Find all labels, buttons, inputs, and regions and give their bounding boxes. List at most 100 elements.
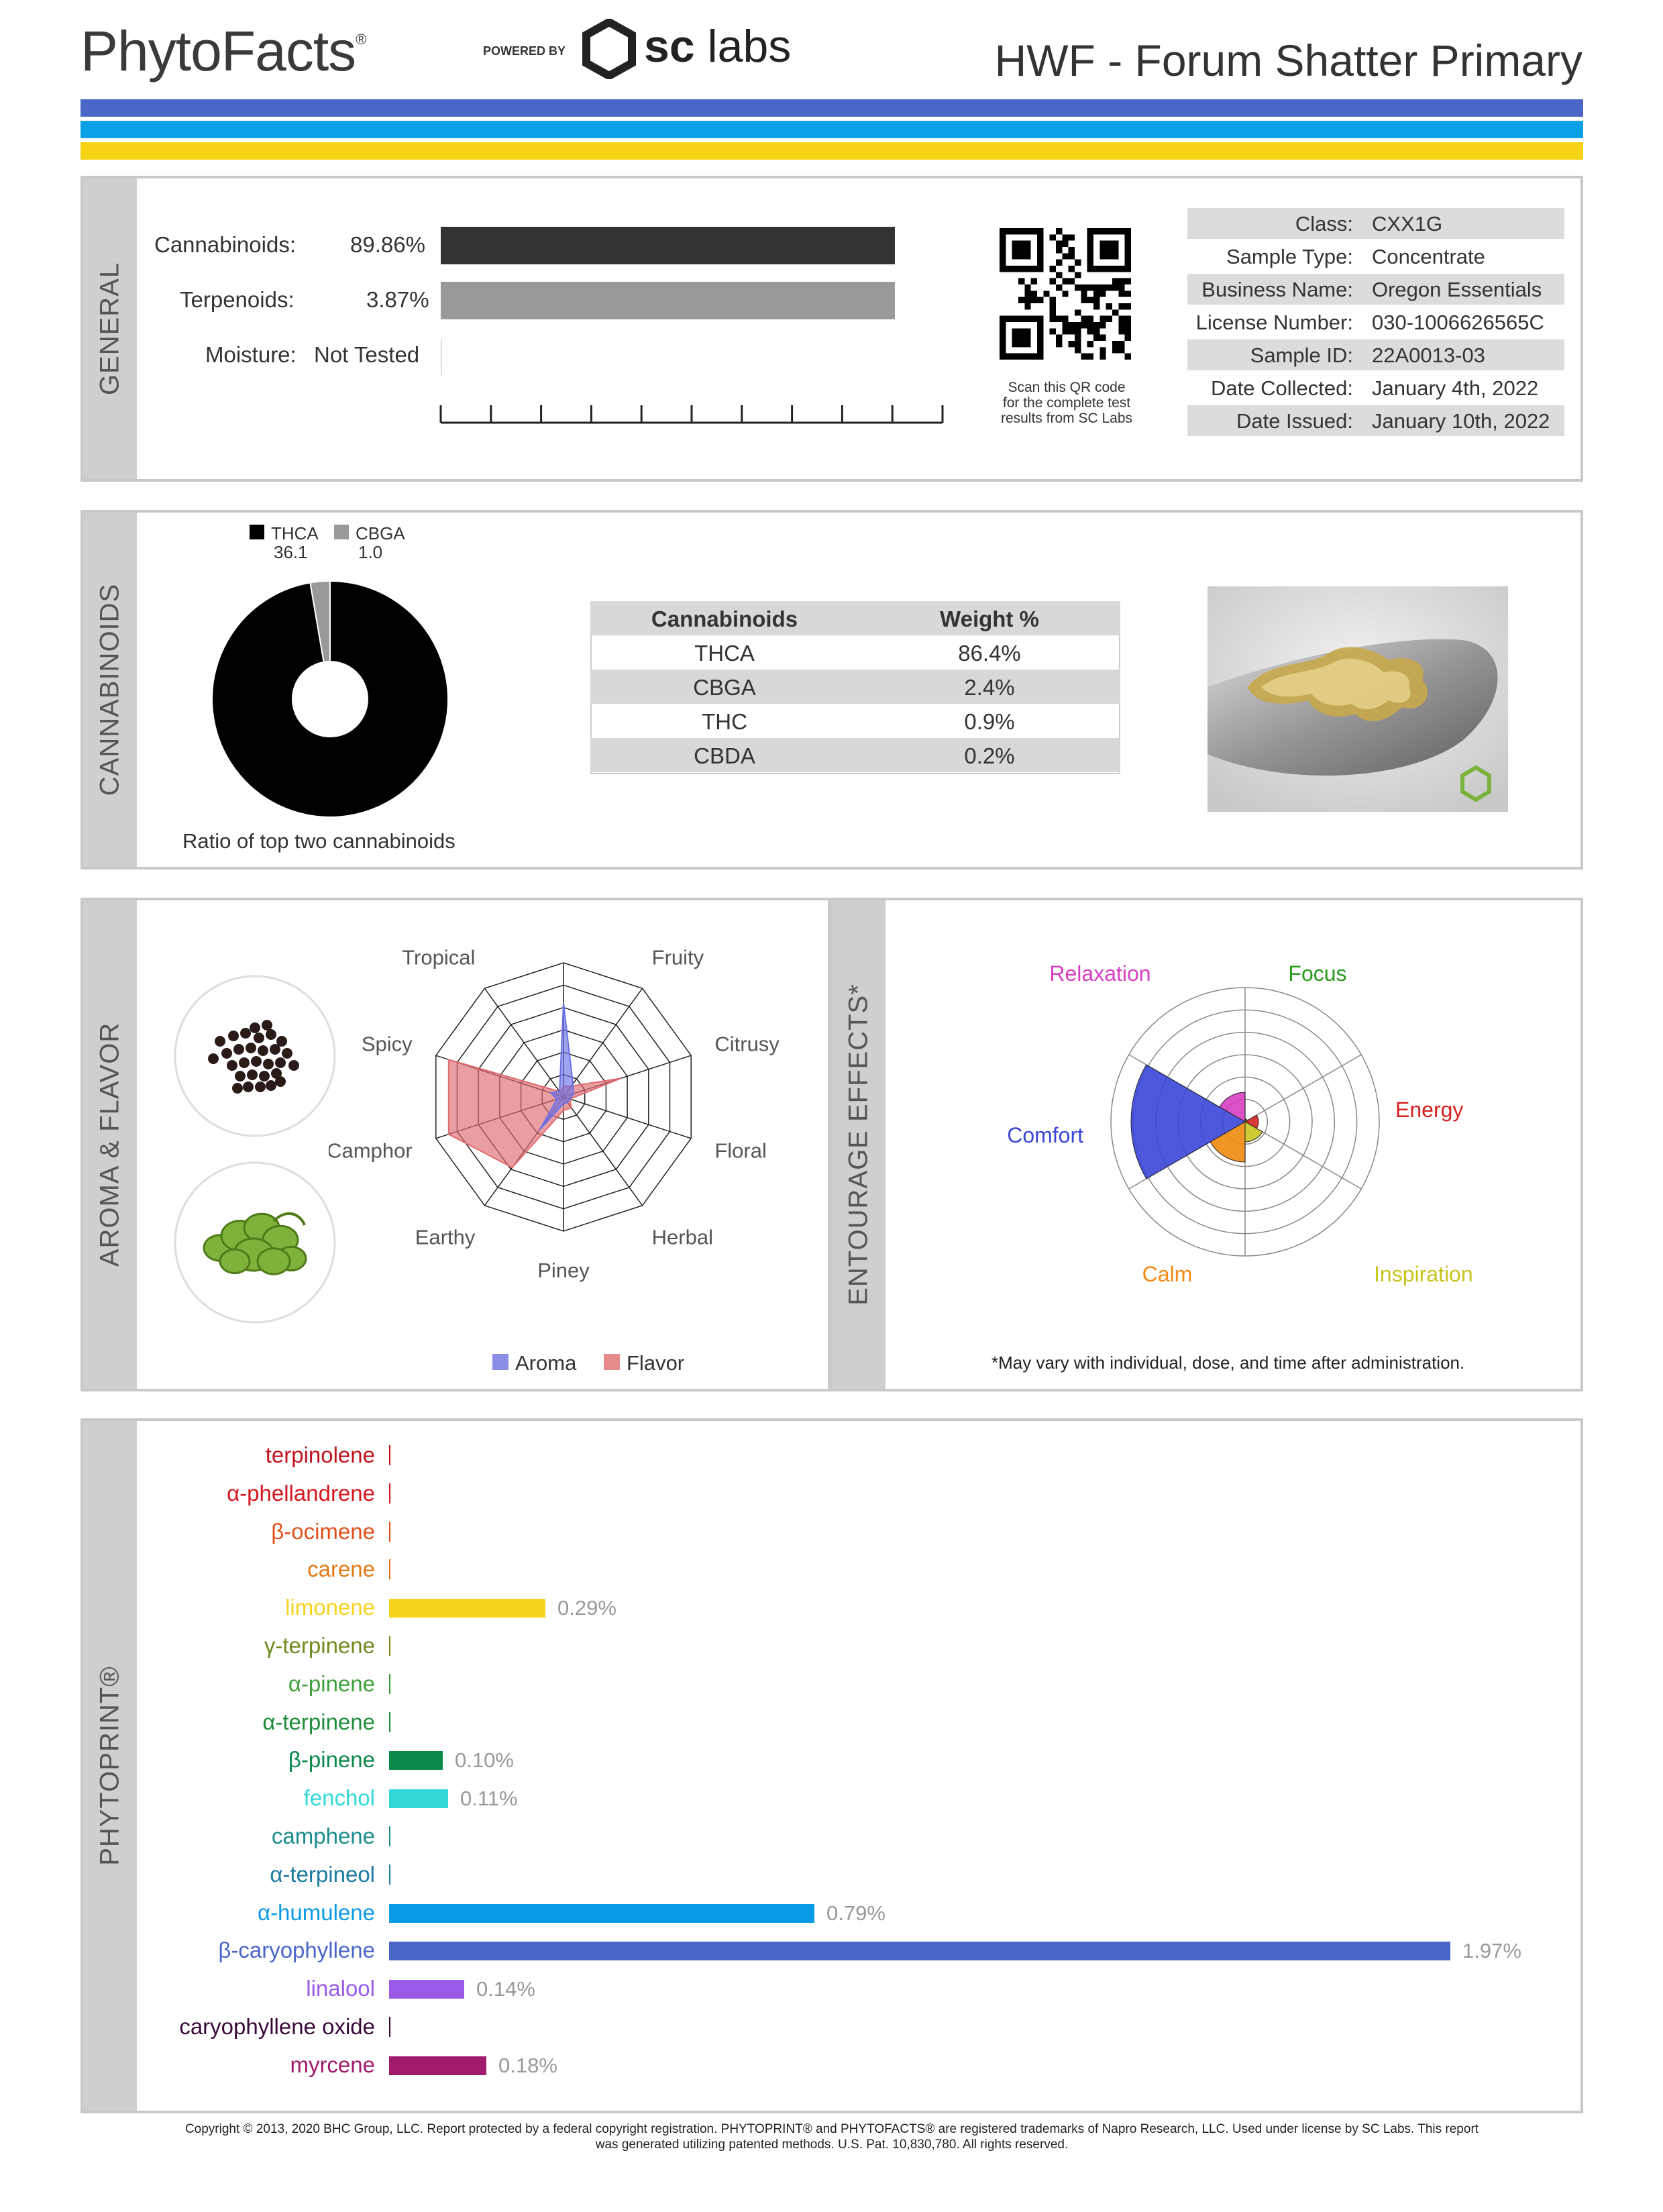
peppercorn — [227, 1060, 237, 1071]
sc-labs-hexagon-icon — [582, 19, 636, 79]
terpene-bar — [389, 2056, 486, 2075]
peppercorn — [239, 1057, 250, 1068]
radar-axis-label: Camphor — [329, 1139, 413, 1163]
sample-info-key: Sample ID: — [1250, 344, 1353, 367]
sample-info-key: License Number: — [1195, 311, 1353, 334]
terpene-zero-tick — [389, 2017, 390, 2037]
cannabinoids-total-bar — [441, 227, 895, 264]
entourage-note: *May vary with individual, dose, and tim… — [991, 1353, 1465, 1373]
aroma-section-label: AROMA & FLAVOR — [95, 1022, 125, 1267]
cannabinoid-name: THCA — [694, 641, 755, 666]
header-stripe-blue — [81, 99, 1583, 117]
peppercorn — [275, 1076, 286, 1087]
hops-image — [174, 1161, 336, 1324]
hop-cone — [219, 1248, 251, 1275]
header-stripe-yellow — [81, 142, 1583, 160]
terpene-name: γ-terpinene — [264, 1633, 375, 1658]
sample-info-row: Class: CXX1G — [1187, 208, 1564, 239]
entourage-effects-chart: Relaxation Focus Energy Inspiration Calm Comf… — [1007, 961, 1472, 1286]
cannabinoids-total-label: Cannabinoids: — [154, 232, 296, 257]
effect-label-energy: Energy — [1395, 1098, 1463, 1122]
brand-mark: ® — [356, 31, 366, 48]
legend-value-cbga: 1.0 — [358, 542, 383, 562]
sample-info-key: Date Collected: — [1211, 376, 1353, 400]
peppercorn — [270, 1044, 280, 1055]
terpene-zero-tick — [389, 1483, 390, 1504]
peppercorn — [215, 1036, 225, 1047]
peppercorn — [262, 1020, 272, 1031]
terpene-name: caryophyllene oxide — [179, 2014, 375, 2039]
effect-label-relaxation: Relaxation — [1049, 961, 1150, 986]
sc-labs-logo: sc labs — [644, 20, 791, 72]
sample-info-key: Sample Type: — [1226, 245, 1353, 268]
donut-slice-thca — [211, 580, 449, 818]
terpene-bar — [389, 1903, 814, 1923]
peppercorn — [232, 1083, 243, 1094]
terpene-bar — [389, 1751, 443, 1771]
effect-sector-relaxation — [1219, 1092, 1246, 1122]
general-scale-axis — [439, 405, 944, 424]
terpene-name: α-terpineol — [270, 1861, 375, 1887]
terpene-name: myrcene — [290, 2052, 375, 2077]
hop-cone — [256, 1247, 291, 1275]
radar-axis-label: Citrusy — [714, 1032, 780, 1055]
qr-code[interactable] — [1000, 228, 1131, 360]
terpenoids-total-value: 3.87% — [366, 287, 429, 312]
sample-info-key: Date Issued: — [1236, 409, 1353, 433]
document-title: HWF - Forum Shatter Primary — [994, 36, 1582, 85]
terpene-bar — [389, 1942, 1450, 1961]
terpene-name: α-pinene — [288, 1671, 375, 1696]
cannabinoids-side-bar: CANNABINOIDS — [83, 513, 137, 867]
effect-sector-comfort — [1130, 1064, 1246, 1179]
peppercorn — [250, 1022, 260, 1033]
table-header-weight: Weight % — [940, 607, 1039, 631]
peppercorn — [263, 1059, 274, 1069]
radar-axis-label: Spicy — [362, 1032, 413, 1055]
terpene-name: camphene — [271, 1824, 375, 1848]
legend-swatch-flavor — [604, 1354, 620, 1370]
sample-info-value: 22A0013-03 — [1372, 344, 1485, 367]
sample-info-value: January 10th, 2022 — [1372, 409, 1550, 433]
terpene-value: 1.97% — [1462, 1939, 1521, 1963]
peppercorn — [228, 1031, 239, 1041]
terpene-name: carene — [307, 1557, 375, 1582]
aroma-flavor-panel: AROMA & FLAVOR — [81, 898, 830, 1391]
terpene-name: α-terpinene — [262, 1709, 375, 1734]
legend-label-thca: THCA — [271, 523, 319, 543]
sample-info-value: CXX1G — [1372, 212, 1443, 235]
cannabinoid-name: THC — [702, 709, 747, 734]
terpenoids-total-label: Terpenoids: — [180, 287, 294, 312]
radar-axis-label: Piney — [537, 1259, 590, 1282]
sc-labs-logo-bold: sc — [644, 21, 695, 72]
terpene-name: β-caryophyllene — [218, 1938, 375, 1963]
copyright-footer: Copyright © 2013, 2020 BHC Group, LLC. R… — [81, 2121, 1583, 2152]
terpene-name: linalool — [306, 1976, 375, 2001]
terpene-zero-tick — [389, 1826, 390, 1846]
sample-info-value: January 4th, 2022 — [1372, 376, 1539, 400]
cannabinoid-table-header: Cannabinoids Weight % — [590, 601, 1120, 635]
cannabinoids-total-value: 89.86% — [350, 232, 425, 257]
qr-caption-line: for the complete test — [1002, 395, 1131, 411]
terpene-name: fenchol — [303, 1785, 375, 1811]
terpenoids-total-bar — [441, 282, 895, 319]
entourage-section-label: ENTOURAGE EFFECTS* — [843, 984, 873, 1306]
cannabinoid-table-row: CBDA 0.2% — [590, 738, 1120, 772]
sc-labs-logo-light: labs — [694, 21, 792, 72]
sample-info-value: 030-1006626565C — [1372, 311, 1544, 334]
legend-label-cbga: CBGA — [356, 523, 405, 543]
peppercorn — [255, 1082, 266, 1092]
concentrate-sample-photo — [1208, 586, 1508, 812]
effect-label-focus: Focus — [1288, 961, 1346, 986]
brand-name: PhytoFacts — [81, 19, 356, 83]
sample-info-row: Sample Type: Concentrate — [1187, 241, 1564, 272]
aroma-flavor-radar-chart: Sweet Fruity Citrusy Floral Herbal Piney Earth… — [329, 933, 780, 1282]
terpene-zero-tick — [389, 1445, 390, 1465]
effect-label-calm: Calm — [1142, 1262, 1193, 1286]
terpene-zero-tick — [389, 1559, 390, 1580]
general-side-bar: GENERAL — [83, 178, 137, 479]
peppercorn — [271, 1068, 282, 1079]
sample-info-value: Oregon Essentials — [1372, 278, 1542, 301]
terpene-name: limonene — [285, 1595, 375, 1620]
phytoprint-panel: PHYTOPRINT® — [81, 1418, 1583, 2113]
peppercorn — [266, 1080, 276, 1091]
